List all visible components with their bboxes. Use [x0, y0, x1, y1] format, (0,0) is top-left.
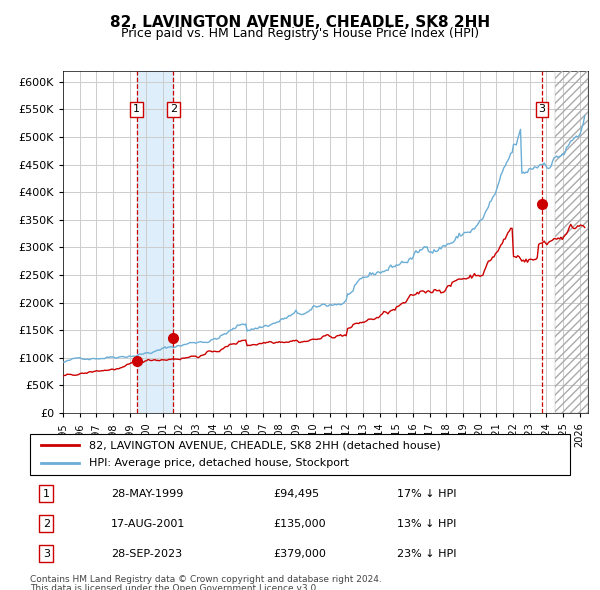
Text: 1: 1: [43, 489, 50, 499]
Text: 28-SEP-2023: 28-SEP-2023: [111, 549, 182, 559]
Text: £94,495: £94,495: [273, 489, 319, 499]
Text: 82, LAVINGTON AVENUE, CHEADLE, SK8 2HH (detached house): 82, LAVINGTON AVENUE, CHEADLE, SK8 2HH (…: [89, 440, 441, 450]
Text: Contains HM Land Registry data © Crown copyright and database right 2024.: Contains HM Land Registry data © Crown c…: [30, 575, 382, 584]
Text: HPI: Average price, detached house, Stockport: HPI: Average price, detached house, Stoc…: [89, 458, 349, 468]
Text: 3: 3: [538, 104, 545, 114]
Text: Price paid vs. HM Land Registry's House Price Index (HPI): Price paid vs. HM Land Registry's House …: [121, 27, 479, 40]
Text: £135,000: £135,000: [273, 519, 326, 529]
Text: £379,000: £379,000: [273, 549, 326, 559]
Text: 2: 2: [170, 104, 177, 114]
Text: 82, LAVINGTON AVENUE, CHEADLE, SK8 2HH: 82, LAVINGTON AVENUE, CHEADLE, SK8 2HH: [110, 15, 490, 30]
FancyBboxPatch shape: [30, 434, 570, 475]
Text: 17-AUG-2001: 17-AUG-2001: [111, 519, 185, 529]
Text: 3: 3: [43, 549, 50, 559]
Text: 23% ↓ HPI: 23% ↓ HPI: [397, 549, 457, 559]
Text: 17% ↓ HPI: 17% ↓ HPI: [397, 489, 457, 499]
Text: 28-MAY-1999: 28-MAY-1999: [111, 489, 184, 499]
Bar: [137, 71, 173, 413]
Text: This data is licensed under the Open Government Licence v3.0.: This data is licensed under the Open Gov…: [30, 584, 319, 590]
Text: 2: 2: [43, 519, 50, 529]
Text: 1: 1: [133, 104, 140, 114]
Text: 13% ↓ HPI: 13% ↓ HPI: [397, 519, 457, 529]
